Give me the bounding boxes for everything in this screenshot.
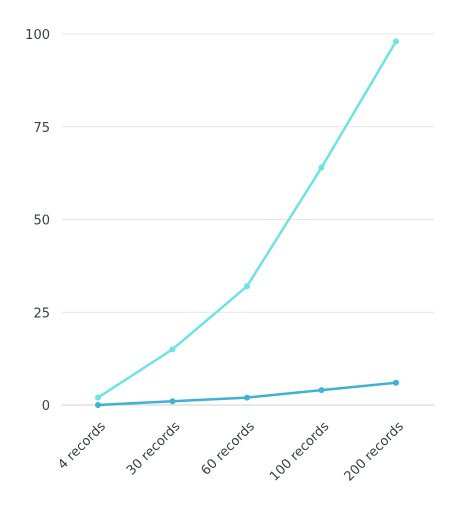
y-tick-label: 75 <box>33 121 50 136</box>
data-point <box>318 387 325 394</box>
data-point <box>244 394 250 401</box>
x-tick-label: 60 records <box>198 419 258 479</box>
data-point <box>393 38 399 45</box>
data-point <box>95 402 101 408</box>
x-tick-label: 200 records <box>342 419 407 484</box>
data-point <box>169 398 176 405</box>
data-point <box>393 379 399 386</box>
x-tick-label: 100 records <box>267 419 332 484</box>
series-2 <box>95 379 399 408</box>
data-point <box>244 283 250 290</box>
series-lines <box>95 38 399 408</box>
x-tick-labels: 4 records 30 records 60 records 100 records… <box>55 419 407 484</box>
data-point <box>169 346 176 353</box>
y-tick-label: 50 <box>33 214 50 229</box>
data-point <box>318 164 325 171</box>
gridlines <box>62 33 434 313</box>
x-tick-label: 30 records <box>124 419 184 479</box>
series-1 <box>95 38 399 401</box>
x-tick-label: 4 records <box>55 419 109 473</box>
y-tick-label: 25 <box>33 306 50 321</box>
y-tick-labels: 0 25 50 75 100 <box>25 28 50 414</box>
series-line <box>96 381 398 407</box>
y-tick-label: 0 <box>42 399 50 414</box>
data-point <box>95 394 101 401</box>
y-tick-label: 100 <box>25 28 50 43</box>
